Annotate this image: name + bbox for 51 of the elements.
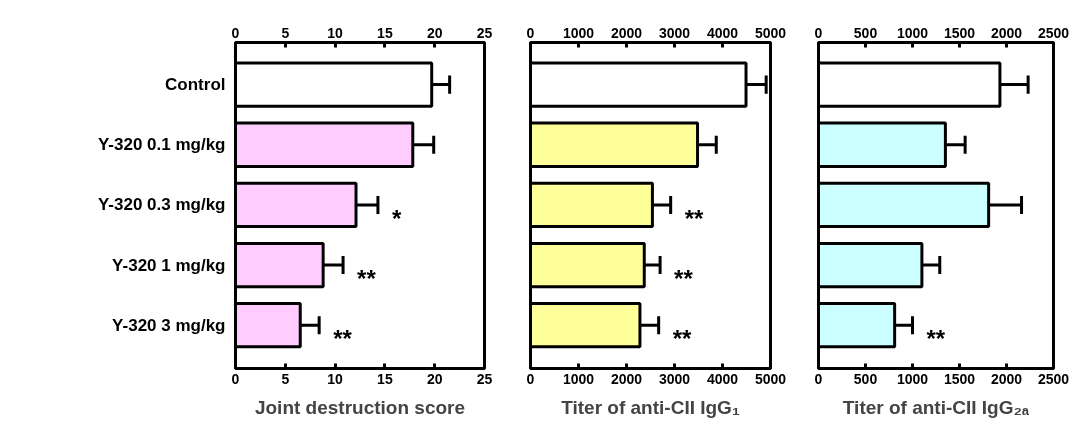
x-tick-label: 5000 [754, 24, 787, 41]
x-axis-title: Titer of anti-CII IgG₁ [561, 396, 740, 418]
x-axis-title: Joint destruction score [254, 396, 466, 418]
y-tick-label: Y-320 0.1 mg/kg [97, 135, 226, 155]
x-tick-label: 500 [853, 24, 878, 41]
x2-tick-label: 10 [327, 370, 344, 387]
y-tick-label: Y-320 1 mg/kg [112, 255, 226, 275]
x2-tick-label: 0 [814, 370, 823, 387]
x-tick-label: 3000 [658, 24, 691, 41]
x2-tick-label: 2000 [610, 370, 643, 387]
x2-tick-label: 1000 [562, 370, 595, 387]
y-tick-label: Y-320 0.3 mg/kg [97, 195, 226, 215]
x2-tick-label: 5000 [754, 370, 787, 387]
x2-tick-label: 1000 [896, 370, 929, 387]
x2-tick-label: 5 [281, 370, 290, 387]
y-tick-label: Y-320 3 mg/kg [112, 315, 226, 335]
x2-tick-label: 15 [377, 370, 393, 387]
x-tick-label: 1000 [896, 24, 929, 41]
annotation: ** [684, 204, 704, 232]
x2-tick-label: 2000 [990, 370, 1023, 387]
x-tick-label: 10 [327, 24, 344, 41]
x-tick-label: 0 [814, 24, 823, 41]
x-tick-label: 15 [377, 24, 393, 41]
x-tick-label: 2500 [1037, 24, 1070, 41]
x2-tick-label: 20 [426, 370, 443, 387]
x-axis-title: Titer of anti-CII IgG₂ₐ [842, 396, 1030, 418]
x2-tick-label: 25 [476, 370, 493, 387]
x-tick-label: 1000 [562, 24, 595, 41]
x-tick-label: 1500 [943, 24, 976, 41]
x-tick-label: 20 [426, 24, 443, 41]
x2-tick-label: 500 [853, 370, 878, 387]
x2-tick-label: 0 [526, 370, 535, 387]
annotation: ** [672, 324, 692, 352]
x2-tick-label: 3000 [658, 370, 691, 387]
x2-tick-label: 0 [231, 370, 240, 387]
x-tick-label: 25 [476, 24, 493, 41]
x-tick-label: 0 [526, 24, 535, 41]
x2-tick-label: 1500 [943, 370, 976, 387]
y-tick-label: Control [165, 75, 226, 95]
annotation: ** [674, 264, 694, 292]
x-tick-label: 0 [231, 24, 240, 41]
annotation: * [391, 204, 402, 232]
x-tick-label: 2000 [610, 24, 643, 41]
x-tick-label: 4000 [706, 24, 739, 41]
annotation: ** [357, 264, 377, 292]
annotation: ** [926, 324, 946, 352]
x2-tick-label: 4000 [706, 370, 739, 387]
annotation: ** [333, 324, 353, 352]
x-tick-label: 5 [281, 24, 290, 41]
x-tick-label: 2000 [990, 24, 1023, 41]
x2-tick-label: 2500 [1037, 370, 1070, 387]
